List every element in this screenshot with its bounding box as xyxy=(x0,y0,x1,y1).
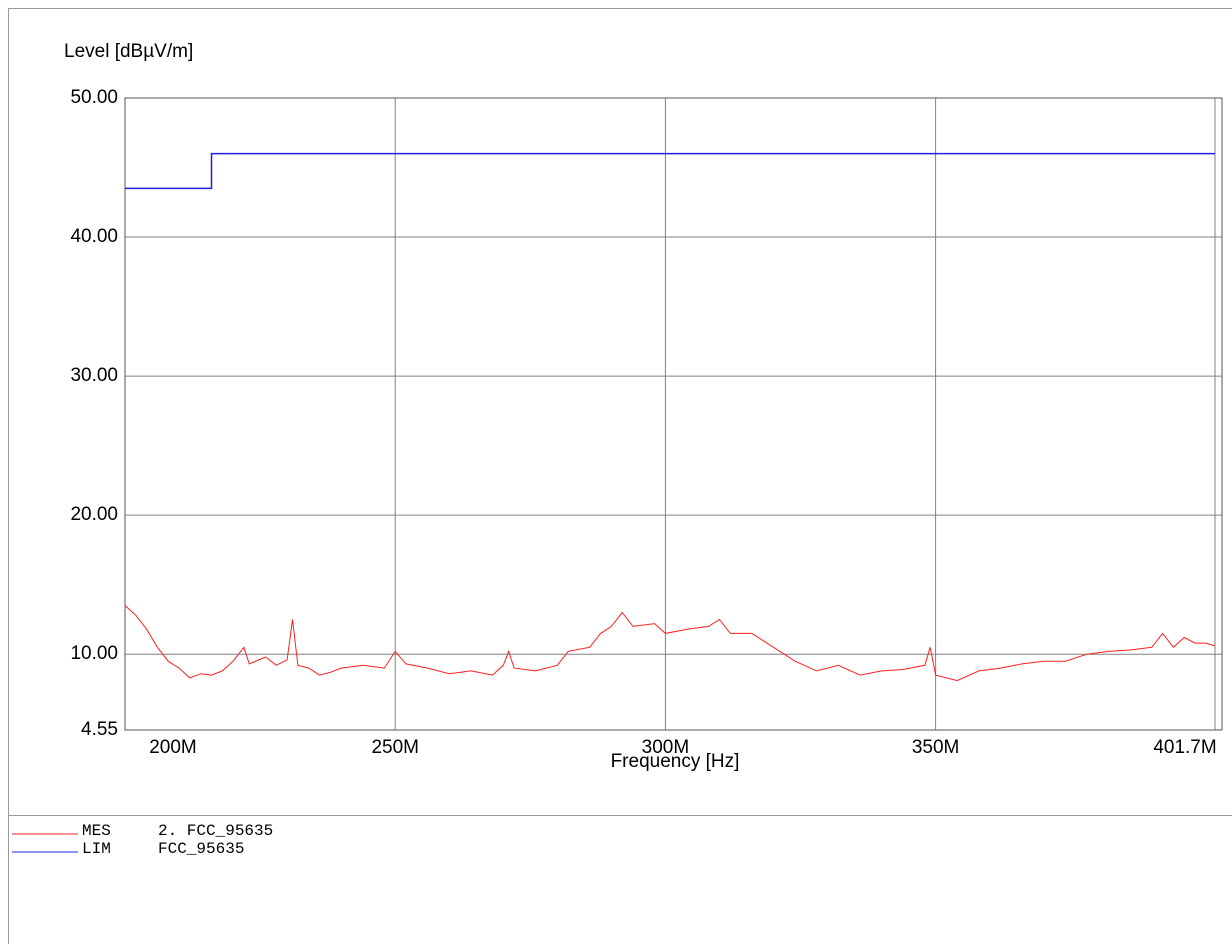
series-line xyxy=(125,606,1215,681)
plot-border xyxy=(125,98,1222,730)
y-tick-label: 10.00 xyxy=(70,643,118,664)
x-tick-label: 300M xyxy=(642,737,690,758)
x-tick-label: 350M xyxy=(912,737,960,758)
legend-label: 2. FCC_95635 xyxy=(158,822,273,840)
x-tick-label: 250M xyxy=(371,737,419,758)
legend-name: MES xyxy=(82,822,111,840)
y-tick-label: 30.00 xyxy=(70,365,118,386)
y-tick-label: 4.55 xyxy=(81,719,118,740)
y-tick-label: 40.00 xyxy=(70,226,118,247)
legend-name: LIM xyxy=(82,840,111,858)
frame xyxy=(9,9,1232,945)
legend-label: FCC_95635 xyxy=(158,840,244,858)
x-tick-label: 200M xyxy=(149,737,197,758)
y-tick-label: 20.00 xyxy=(70,504,118,525)
x-tick-label: 401.7M xyxy=(1153,737,1216,758)
series-line xyxy=(125,154,1215,189)
y-tick-label: 50.00 xyxy=(70,87,118,108)
y-axis-title: Level [dBµV/m] xyxy=(64,41,193,62)
